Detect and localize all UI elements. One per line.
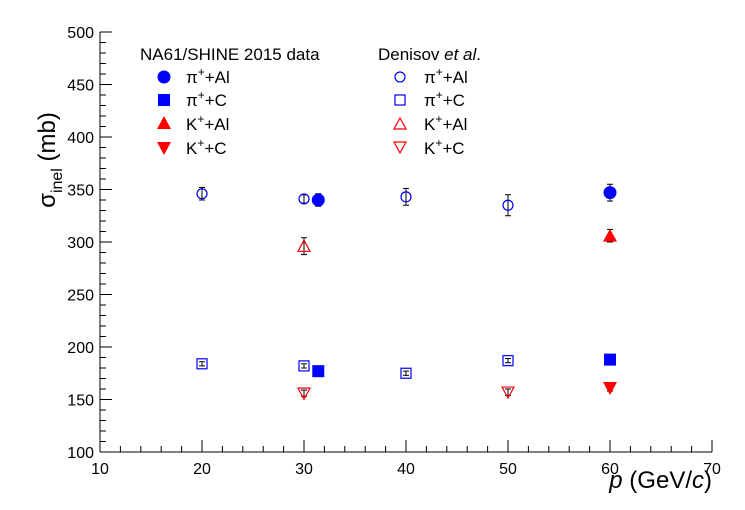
legend-header-na61: NA61/SHINE 2015 data [140,45,320,64]
x-axis-label: p (GeV/c) [608,467,712,494]
x-axis-label-p: p [608,467,622,494]
y-tick-label: 100 [67,445,94,462]
data-point-triangle-down [500,386,516,400]
legend-marker-na61-KC [157,142,171,155]
y-tick-label: 150 [67,393,94,410]
legend-na61-KAl-base: K [186,115,198,134]
data-point-triangle-down [603,382,617,395]
legend-na61-piC-base: π [186,91,198,110]
legend-denisov-KC-rest: +C [442,139,464,158]
x-axis-label-pre: (GeV/ [623,467,693,494]
legend-marker-denisov-KAl [392,116,408,130]
legend-header-denisov-italic: et al [444,45,477,64]
legend: NA61/SHINE 2015 data Denisov et al. π++A… [140,45,481,158]
legend-header-denisov: Denisov et al. [378,45,481,64]
legend-marker-na61-piC [158,94,170,106]
y-tick-label: 200 [67,340,94,357]
legend-label-denisov-piC: π++C [424,88,465,110]
x-tick-label: 60 [601,461,619,478]
legend-na61-KC-rest: +C [204,139,226,158]
y-tick-label: 250 [67,288,94,305]
data-point-circle [298,193,310,205]
y-tick-label: 300 [67,235,94,252]
legend-label-denisov-KAl: K++Al [424,112,467,134]
legend-na61-KAl-rest: +Al [204,115,229,134]
legend-denisov-piAl-rest: +Al [443,68,468,87]
legend-denisov-KAl-base: K [424,115,436,134]
data-point-triangle-up [603,228,617,242]
legend-na61-KC-sup: + [197,136,204,150]
legend-label-na61-piAl: π++Al [186,65,230,87]
data-point-square [312,365,325,378]
legend-na61-piC-rest: +C [205,91,227,110]
data-marks [196,183,617,401]
legend-label-denisov-piAl: π++Al [424,65,468,87]
legend-label-denisov-KC: K++C [424,136,465,158]
data-point-circle [502,199,514,211]
legend-denisov-piAl-base: π [424,68,436,87]
data-point-square [502,355,514,367]
axes: 10 20 30 40 50 60 70 100 150 200 250 300 350 400 450 50… [67,25,721,478]
y-tick-label: 400 [67,130,94,147]
legend-marker-denisov-piAl [394,71,406,83]
legend-label-na61-piC: π++C [186,88,227,110]
legend-na61-piAl-base: π [186,68,198,87]
legend-marker-na61-KAl [157,116,171,129]
y-axis-label-main: σ [34,193,61,208]
legend-na61-piC-sup: + [198,88,205,102]
data-point-circle [400,191,412,203]
y-tick-label: 500 [67,25,94,42]
legend-na61-piAl-sup: + [198,65,205,79]
data-point-circle [196,188,208,200]
legend-denisov-piC-base: π [424,91,436,110]
legend-na61-KAl-sup: + [197,112,204,126]
data-point-triangle-up [296,238,312,252]
legend-denisov-piC-rest: +C [443,91,465,110]
legend-denisov-KAl-sup: + [435,112,442,126]
legend-marker-denisov-KC [392,141,408,155]
legend-na61-KC-base: K [186,139,198,158]
x-axis-label-post: ) [704,467,712,494]
legend-denisov-KC-sup: + [435,136,442,150]
legend-label-na61-KC: K++C [186,136,227,158]
legend-marker-denisov-piC [394,94,406,106]
data-point-square [604,353,616,366]
data-point-square [196,358,208,370]
x-tick-label: 40 [397,461,415,478]
x-tick-label: 10 [91,461,109,478]
y-axis-label-unit: (mb) [34,112,61,168]
legend-na61-piAl-rest: +Al [205,68,230,87]
data-point-circle [311,193,325,207]
legend-denisov-piC-sup: + [436,88,443,102]
x-tick-label: 70 [703,461,721,478]
legend-denisov-KAl-rest: +Al [442,115,467,134]
y-axis-label-sub: inel [49,168,66,193]
data-point-square [400,367,412,379]
x-tick-label: 20 [193,461,211,478]
data-point-triangle-down [296,387,312,401]
data-point-circle [603,186,617,200]
legend-denisov-KC-base: K [424,139,436,158]
data-point-square [298,360,310,372]
x-axis-label-c: c [692,467,704,494]
legend-header-denisov-tail: . [476,45,481,64]
legend-denisov-piAl-sup: + [436,65,443,79]
x-tick-label: 50 [499,461,517,478]
y-axis-label: σinel (mb) [34,112,66,208]
y-tick-label: 450 [67,78,94,95]
legend-header-denisov-main: Denisov [378,45,444,64]
legend-label-na61-KAl: K++Al [186,112,229,134]
x-tick-label: 30 [295,461,313,478]
legend-marker-na61-piAl [157,70,171,84]
y-tick-label: 350 [67,183,94,200]
